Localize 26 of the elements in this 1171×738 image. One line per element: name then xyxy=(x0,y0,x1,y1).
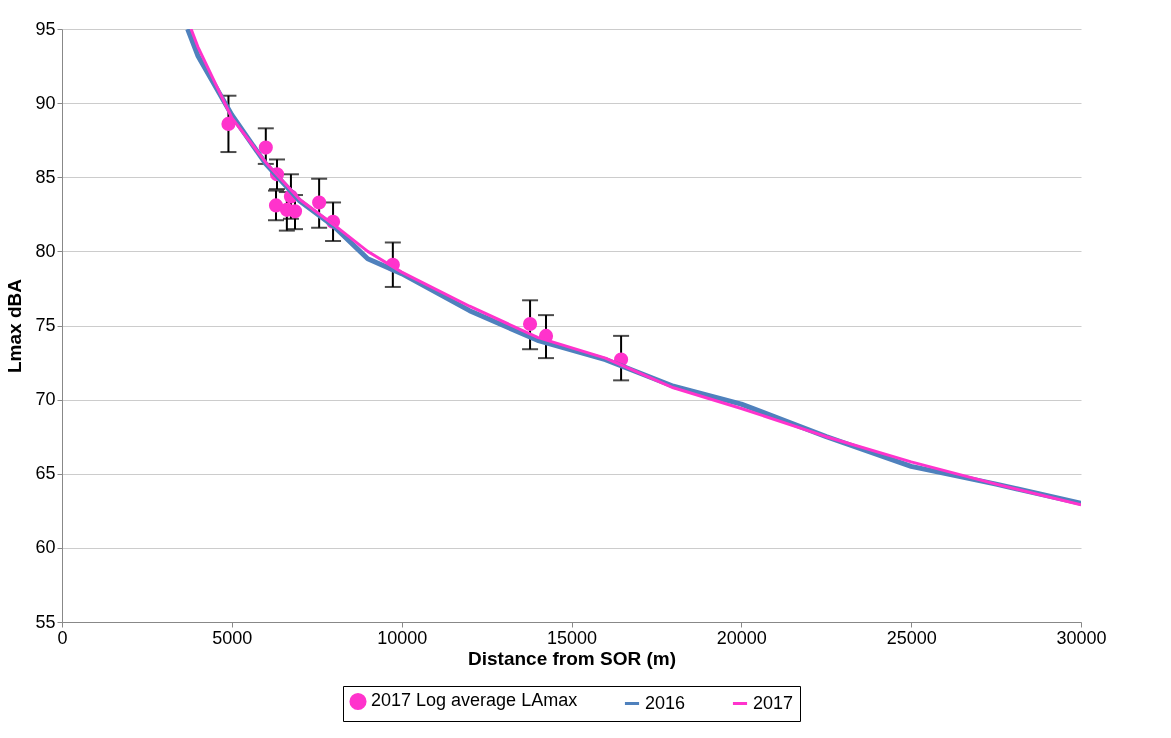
y-tick-label: 85 xyxy=(35,166,56,187)
x-tick-label: 10000 xyxy=(377,627,428,648)
point xyxy=(258,140,273,155)
point xyxy=(312,195,327,210)
legend-label: 2017 xyxy=(753,692,794,713)
y-axis-title: Lmax dBA xyxy=(4,278,26,373)
y-tick-label: 80 xyxy=(35,240,56,261)
x-tick-label: 15000 xyxy=(546,627,598,648)
x-tick-label: 20000 xyxy=(716,627,767,648)
x-tick-label: 25000 xyxy=(886,627,937,648)
x-axis-title: Distance from SOR (m) xyxy=(468,647,676,669)
legend-label: 2016 xyxy=(645,692,686,713)
legend-label: 2017 Log average LAmax xyxy=(371,690,578,711)
y-tick-label: 75 xyxy=(35,315,56,335)
y-tick-label: 90 xyxy=(35,92,56,113)
point xyxy=(522,316,538,332)
x-tick-label: 30000 xyxy=(1056,627,1107,648)
y-tick-label: 55 xyxy=(35,611,56,632)
x-tick-label: 5000 xyxy=(212,627,253,648)
x-tick-label: 0 xyxy=(57,627,68,648)
y-tick-label: 60 xyxy=(35,537,56,558)
point xyxy=(268,198,284,213)
y-tick-label: 95 xyxy=(35,18,56,39)
y-tick-label: 65 xyxy=(35,463,56,484)
y-tick-label: 70 xyxy=(35,389,56,410)
point xyxy=(221,116,236,131)
